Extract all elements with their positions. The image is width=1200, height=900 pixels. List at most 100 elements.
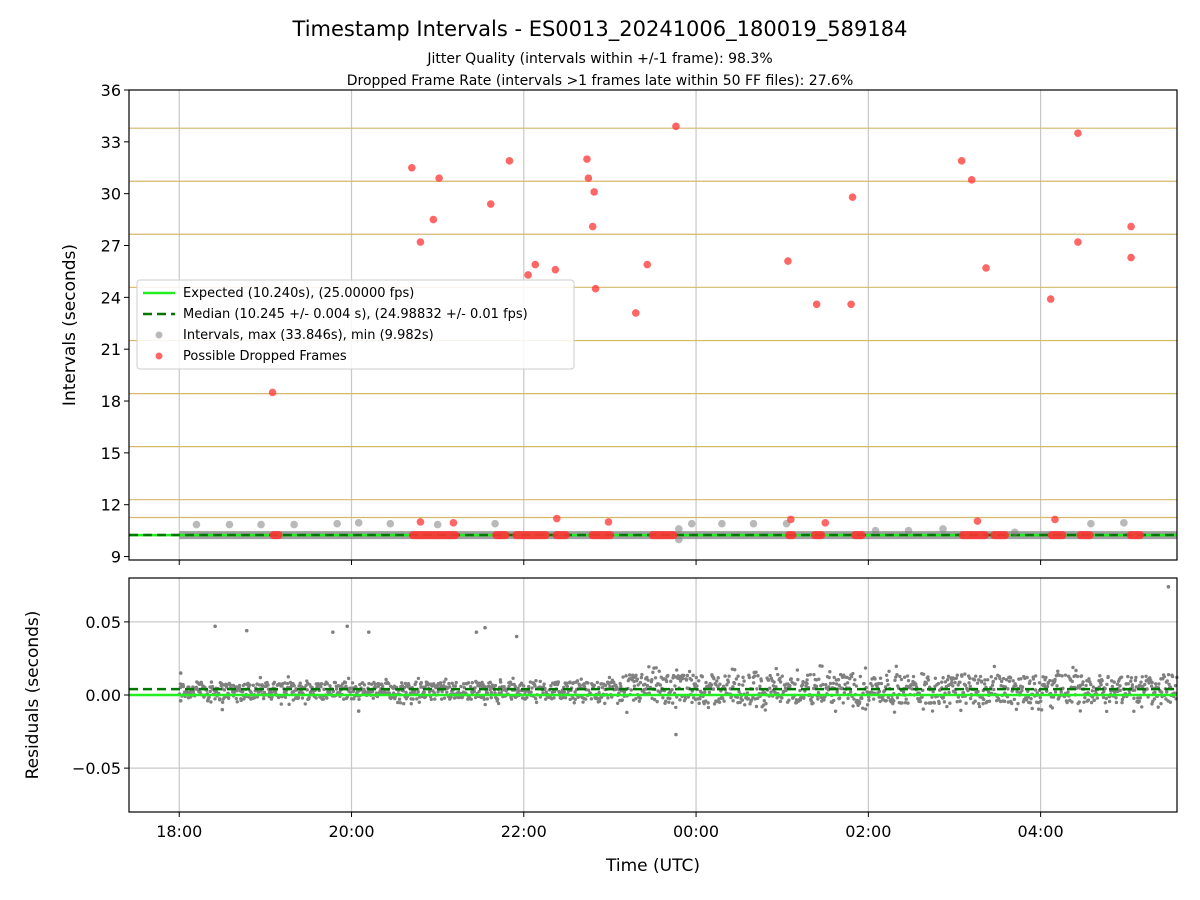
residual-point (438, 681, 443, 685)
residual-point (634, 696, 638, 701)
legend-entry: Median (10.245 +/- 0.004 s), (24.98832 +… (143, 307, 528, 322)
residual-point (442, 696, 447, 700)
residual-point (279, 702, 283, 706)
residual-outlier (474, 630, 479, 634)
top-y-tick-label: 9 (111, 548, 121, 567)
interval-point (687, 519, 696, 528)
residual-point (1014, 684, 1018, 688)
residual-point (1100, 678, 1104, 683)
residual-point (235, 700, 239, 704)
residual-point (239, 698, 243, 703)
residual-point (780, 674, 784, 678)
residual-point (525, 695, 529, 700)
residual-point (444, 677, 448, 681)
residual-point (1045, 684, 1050, 689)
residual-point (1139, 680, 1143, 684)
residual-point (645, 675, 649, 680)
residual-point (1083, 695, 1087, 700)
residual-point (614, 685, 619, 689)
dropped-frame-cluster (552, 531, 570, 540)
residual-point (629, 688, 633, 692)
residual-point (419, 681, 423, 685)
residual-point (755, 696, 760, 701)
residual-point (921, 707, 925, 711)
residual-point (218, 698, 222, 702)
residual-point (461, 682, 466, 686)
residual-point (959, 708, 963, 713)
residual-point (603, 683, 608, 688)
residual-point (1099, 682, 1103, 687)
residual-point (1101, 695, 1106, 700)
residual-point (638, 696, 642, 700)
residual-point (753, 674, 757, 678)
interval-point (433, 520, 442, 529)
top-y-tick-label: 36 (101, 81, 121, 100)
residual-point (333, 680, 338, 685)
dropped-frame-point (588, 222, 597, 231)
residual-point (1133, 678, 1138, 683)
residual-point (477, 689, 481, 694)
residual-point (706, 705, 711, 710)
dropped-frame-point (604, 518, 613, 526)
residual-point (619, 684, 623, 689)
residual-point (899, 677, 904, 682)
residual-point (1137, 699, 1141, 704)
residual-point (414, 680, 418, 684)
residual-point (768, 673, 772, 678)
top-y-tick-label: 21 (101, 340, 121, 359)
residual-point (573, 690, 577, 694)
residual-point (1061, 686, 1065, 691)
dropped-frame-point (416, 518, 425, 526)
bottom-y-tick-label: 0.00 (85, 686, 121, 705)
x-tick-label: 00:00 (673, 822, 719, 841)
legend-dropped-marker (155, 352, 163, 360)
residual-point (334, 687, 339, 691)
residual-point (1066, 690, 1070, 694)
residual-point (936, 681, 941, 686)
residual-point (906, 701, 910, 705)
dropped-frame-point (408, 163, 416, 172)
interval-point (939, 525, 947, 533)
dropped-frame-point (1074, 238, 1082, 246)
residual-point (565, 684, 569, 688)
residual-point (1087, 677, 1091, 681)
residual-point (943, 680, 948, 684)
residual-point (1159, 690, 1164, 694)
interval-point (675, 535, 683, 544)
residual-point (854, 684, 859, 688)
residual-point (740, 698, 745, 702)
residual-point (954, 676, 959, 680)
residual-point (1143, 682, 1147, 687)
residual-point (940, 680, 944, 684)
residual-point (1004, 678, 1009, 682)
top-y-tick-label: 12 (101, 496, 121, 515)
residual-point (1105, 682, 1109, 687)
residual-point (687, 669, 692, 674)
residual-point (903, 701, 908, 705)
residual-point (809, 698, 813, 703)
residual-point (597, 699, 602, 703)
residual-point (958, 699, 962, 703)
residual-point (272, 680, 277, 685)
interval-point (675, 525, 683, 533)
residual-point (741, 675, 745, 680)
dropped-frame-point (643, 260, 652, 269)
residual-point (960, 674, 964, 678)
residual-point (805, 673, 810, 677)
residual-point (621, 675, 625, 679)
residual-point (1132, 688, 1137, 692)
residual-point (513, 684, 517, 689)
residual-point (716, 676, 720, 680)
residual-point (895, 673, 899, 677)
residual-point (1132, 709, 1136, 714)
residual-point (977, 678, 981, 682)
residual-point (635, 677, 640, 681)
residual-point (977, 704, 982, 709)
residual-point (1134, 675, 1138, 680)
residual-point (222, 688, 227, 692)
residual-point (416, 676, 421, 681)
dropped-frame-cluster (648, 531, 678, 540)
residual-point (498, 680, 503, 684)
residual-point (322, 687, 326, 692)
interval-point (871, 526, 880, 535)
